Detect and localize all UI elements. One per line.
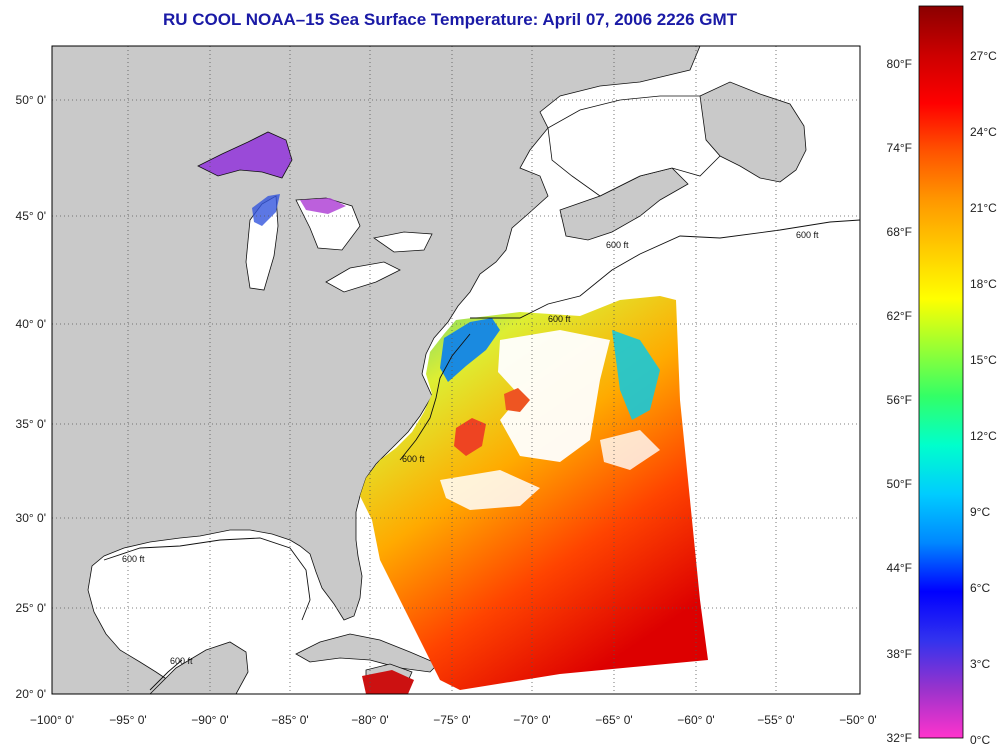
isobath-600ft xyxy=(470,219,860,319)
caribbean-warm xyxy=(362,670,414,694)
longitude-tick-label: −90° 0' xyxy=(191,713,228,727)
graticule xyxy=(52,46,860,694)
isobath-600ft xyxy=(399,333,471,461)
contour-label-600ft: 600 ft xyxy=(122,554,145,564)
cloud-mask xyxy=(498,330,610,462)
isobath-600ft xyxy=(149,659,183,691)
chart-title: RU COOL NOAA–15 Sea Surface Temperature:… xyxy=(162,10,738,29)
contour-label-600ft: 600 ft xyxy=(548,314,571,324)
longitude-tick-label: −75° 0' xyxy=(433,713,470,727)
longitude-tick-label: −65° 0' xyxy=(595,713,632,727)
longitude-tick-label: −95° 0' xyxy=(109,713,146,727)
lake-superior-blue-edge xyxy=(252,194,280,226)
cloud-mask xyxy=(440,470,540,510)
cool-shelf-water xyxy=(440,318,500,382)
lake-erie xyxy=(325,261,401,293)
lake-superior xyxy=(197,131,293,179)
longitude-tick-label: −60° 0' xyxy=(677,713,714,727)
gulf-st-lawrence xyxy=(547,95,721,197)
longitude-tick-label: −50° 0' xyxy=(839,713,876,727)
longitude-tick-label: −55° 0' xyxy=(757,713,794,727)
longitude-tick-label: −80° 0' xyxy=(351,713,388,727)
latitude-tick-label: 20° 0' xyxy=(16,687,46,701)
latitude-tick-labels: 50° 0' 45° 0' 40° 0' 35° 0' 30° 0' 25° 0' 20° … xyxy=(16,93,46,701)
lake-ontario xyxy=(373,231,433,253)
latitude-tick-label: 25° 0' xyxy=(16,601,46,615)
latitude-tick-label: 40° 0' xyxy=(16,317,46,331)
isobath-600ft xyxy=(103,537,311,621)
longitude-tick-label: −70° 0' xyxy=(513,713,550,727)
map-border xyxy=(51,45,861,695)
land-north-america xyxy=(52,46,701,694)
cloud-mask xyxy=(600,430,660,470)
contour-label-600ft: 600 ft xyxy=(170,656,193,666)
warm-eddy xyxy=(454,418,486,456)
cool-shelf-water xyxy=(612,330,660,420)
warm-eddy xyxy=(504,388,530,412)
land-yucatan xyxy=(149,641,249,694)
latitude-tick-label: 35° 0' xyxy=(16,417,46,431)
latitude-tick-label: 50° 0' xyxy=(16,93,46,107)
contour-label-600ft: 600 ft xyxy=(402,454,425,464)
latitude-tick-label: 30° 0' xyxy=(16,511,46,525)
longitude-tick-label: −85° 0' xyxy=(271,713,308,727)
contour-label-600ft: 600 ft xyxy=(606,240,629,250)
longitude-tick-label: −100° 0' xyxy=(30,713,74,727)
contour-label-600ft: 600 ft xyxy=(796,230,819,240)
latitude-tick-label: 45° 0' xyxy=(16,209,46,223)
longitude-tick-labels: −100° 0' −95° 0' −90° 0' −85° 0' −80° 0' −75°… xyxy=(30,713,877,727)
lake-purple-edge xyxy=(300,198,346,214)
